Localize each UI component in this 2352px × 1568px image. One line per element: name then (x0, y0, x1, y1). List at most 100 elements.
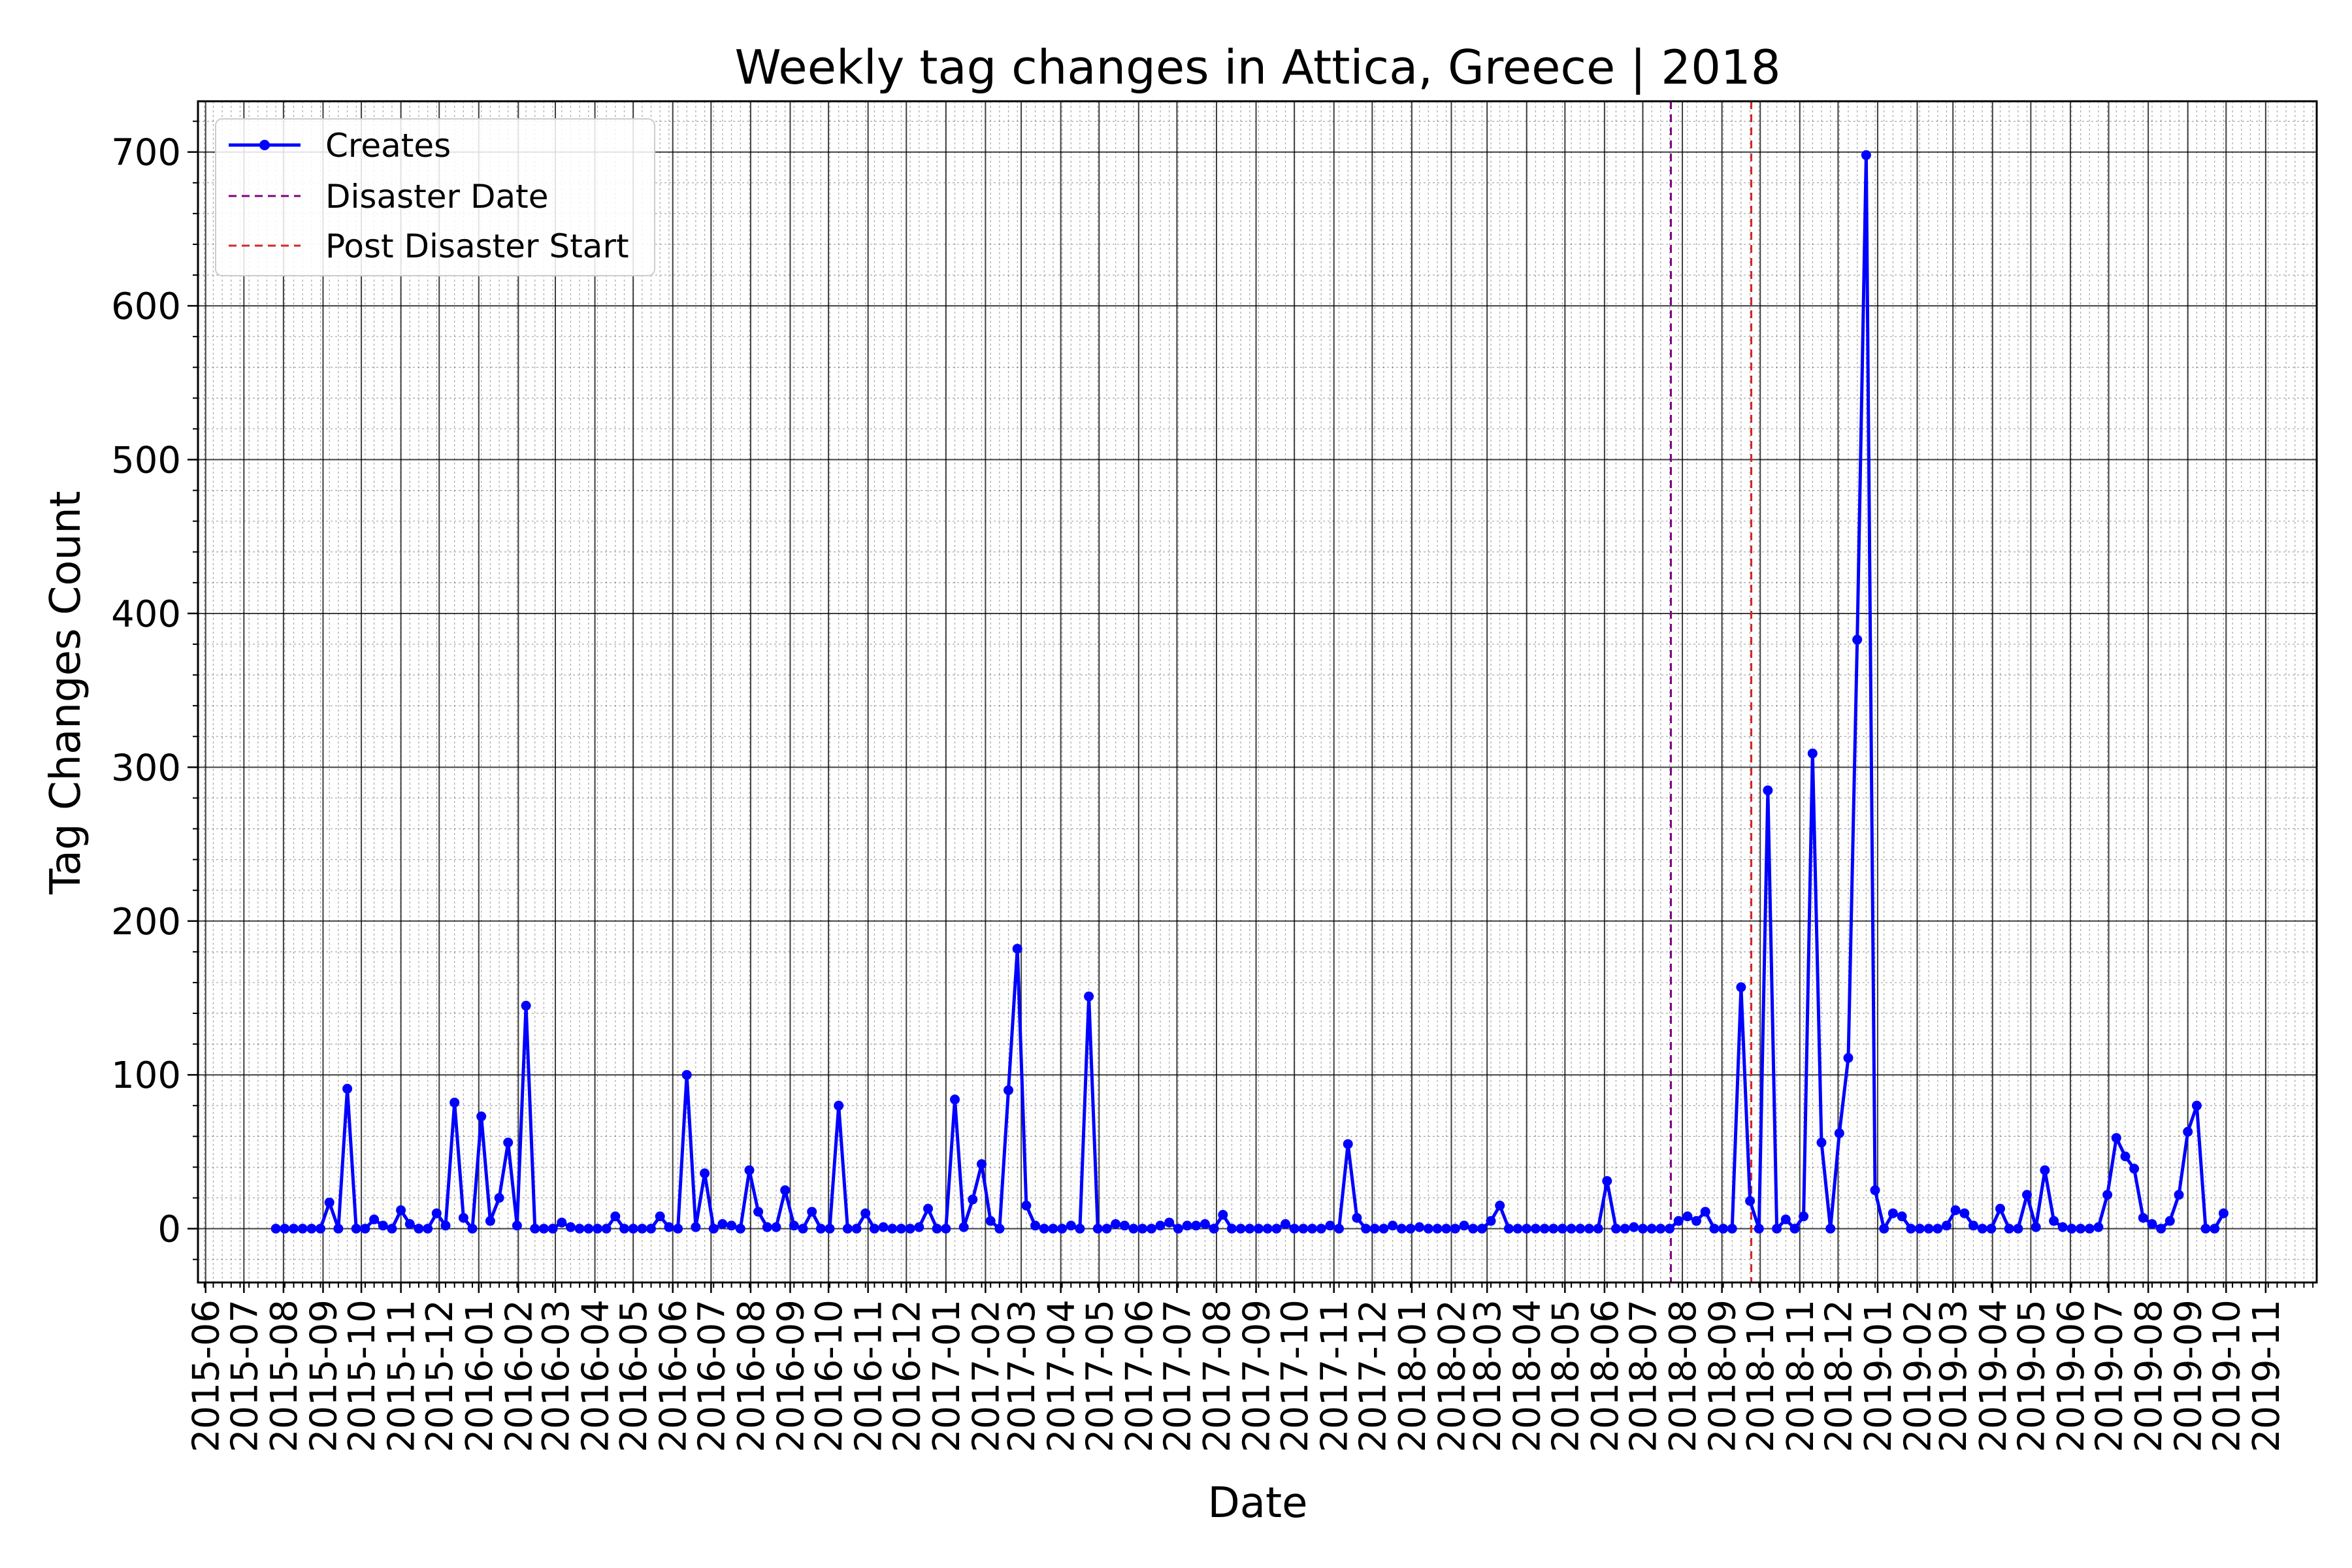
data-point (771, 1222, 781, 1232)
y-tick-label: 700 (111, 132, 181, 174)
data-point (1620, 1224, 1630, 1234)
data-point (1012, 943, 1022, 954)
data-point (440, 1220, 451, 1231)
data-point (2093, 1222, 2104, 1232)
data-point (1861, 150, 1871, 160)
data-point (1512, 1224, 1523, 1234)
data-point (681, 1070, 692, 1080)
data-point (815, 1224, 826, 1234)
data-point (1691, 1216, 1701, 1226)
data-point (869, 1224, 879, 1234)
data-point (1834, 1128, 1844, 1139)
x-tick-label: 2015-11 (381, 1299, 423, 1452)
data-point (610, 1211, 621, 1222)
data-point (1718, 1224, 1729, 1234)
x-tick-label: 2019-02 (1897, 1299, 1940, 1452)
data-point (1736, 982, 1746, 992)
data-point (485, 1216, 495, 1226)
data-point (887, 1224, 898, 1234)
data-point (601, 1224, 612, 1234)
data-point (1155, 1220, 1166, 1231)
data-point (1388, 1220, 1398, 1231)
data-point (2138, 1213, 2148, 1223)
data-point (1887, 1208, 1898, 1218)
x-tick-label: 2019-06 (2050, 1299, 2093, 1452)
data-point (369, 1215, 380, 1224)
data-point (1209, 1224, 1219, 1234)
data-point (727, 1220, 737, 1231)
data-point (1352, 1213, 1362, 1223)
minor-grid (198, 101, 2317, 1282)
data-point (1593, 1224, 1603, 1234)
data-point (1709, 1224, 1720, 1234)
data-point (2031, 1222, 2041, 1232)
y-tick-label: 200 (111, 901, 181, 943)
data-point (512, 1220, 522, 1231)
x-tick-label: 2017-10 (1274, 1299, 1316, 1452)
data-point (1557, 1224, 1567, 1234)
data-point (1584, 1224, 1594, 1234)
data-point (2102, 1190, 2113, 1200)
x-tick-label: 2018-09 (1702, 1299, 1744, 1452)
data-point (905, 1224, 915, 1234)
x-tick-label: 2016-08 (730, 1299, 773, 1452)
data-point (1665, 1224, 1674, 1234)
data-point (708, 1224, 719, 1234)
data-point (834, 1100, 844, 1111)
data-point (2210, 1224, 2220, 1234)
x-tick-label: 2019-05 (2010, 1299, 2053, 1452)
data-point (958, 1222, 969, 1232)
data-point (2040, 1165, 2050, 1175)
legend-label-disaster-date: Disaster Date (325, 178, 548, 216)
data-point (1522, 1224, 1532, 1234)
data-point (280, 1224, 290, 1234)
data-point (1897, 1211, 1907, 1222)
x-tick-label: 2017-02 (965, 1299, 1007, 1452)
data-point (923, 1203, 933, 1214)
major-grid (198, 101, 2317, 1282)
y-axis-label: Tag Changes Count (42, 491, 90, 894)
data-point (351, 1224, 361, 1234)
chart-title: Weekly tag changes in Attica, Greece | 2… (734, 40, 1780, 95)
data-point (1111, 1219, 1121, 1229)
data-point (1995, 1203, 2005, 1214)
data-point (2013, 1224, 2023, 1234)
data-point (574, 1224, 585, 1234)
legend: Creates Disaster Date Post Disaster Star… (215, 118, 655, 276)
data-point (1119, 1220, 1130, 1231)
x-tick-label: 2015-08 (263, 1299, 306, 1452)
data-point (2022, 1190, 2032, 1200)
x-tick-label: 2019-07 (2089, 1299, 2131, 1452)
x-tick-label: 2016-09 (770, 1299, 812, 1452)
data-point (1262, 1224, 1273, 1234)
data-point (1486, 1216, 1496, 1226)
x-tick-label: 2016-10 (808, 1299, 851, 1452)
x-tick-label: 2017-05 (1079, 1299, 1121, 1452)
data-point (655, 1211, 665, 1222)
data-point (932, 1224, 942, 1234)
data-point (1030, 1220, 1041, 1231)
data-point (2174, 1190, 2184, 1200)
data-point (1986, 1224, 1997, 1234)
data-point (735, 1224, 745, 1234)
data-point (431, 1208, 442, 1218)
data-point (1235, 1224, 1246, 1234)
x-tick-label: 2019-01 (1857, 1299, 1900, 1452)
data-point (1656, 1224, 1666, 1234)
data-point (1423, 1224, 1433, 1234)
x-tick-label: 2016-02 (498, 1299, 540, 1452)
data-point (1789, 1224, 1800, 1234)
data-point (2066, 1224, 2077, 1234)
data-point (1379, 1224, 1389, 1234)
x-tick-label: 2015-10 (341, 1299, 384, 1452)
data-point (2111, 1133, 2121, 1143)
x-tick-label: 2016-05 (613, 1299, 655, 1452)
data-point (360, 1224, 370, 1234)
data-point (1039, 1224, 1049, 1234)
data-point (1763, 785, 1773, 796)
data-point (1852, 634, 1863, 645)
data-point (1396, 1224, 1407, 1234)
y-tick-label: 600 (111, 286, 181, 328)
x-tick-label: 2017-09 (1236, 1299, 1279, 1452)
